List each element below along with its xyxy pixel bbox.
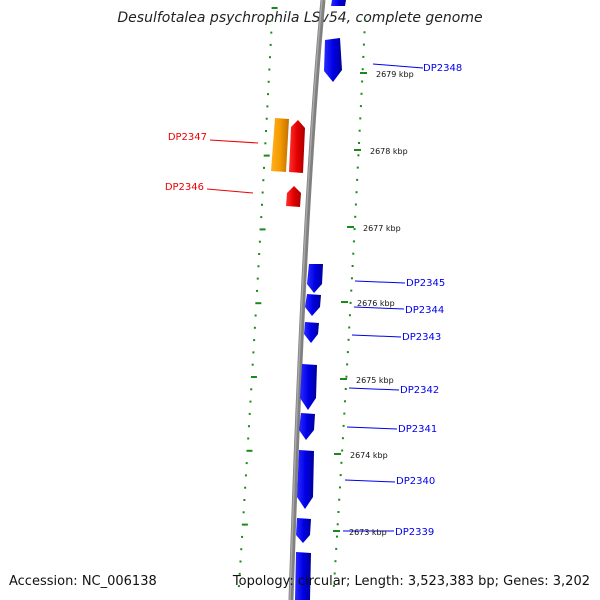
outer-tick-track bbox=[237, 7, 278, 588]
rna-gene-block[interactable] bbox=[271, 118, 289, 172]
gene-arrow[interactable] bbox=[289, 120, 305, 173]
gene-label-dp2339[interactable]: DP2339 bbox=[395, 527, 434, 538]
scale-label: 2677 kbp bbox=[363, 224, 401, 233]
inner-tick-track bbox=[332, 19, 367, 587]
gene-arrow[interactable] bbox=[299, 413, 315, 440]
genome-backbone bbox=[288, 0, 326, 600]
scale-label: 2673 kbp bbox=[349, 528, 387, 537]
gene-arrow[interactable] bbox=[324, 38, 342, 82]
gene-arrow[interactable] bbox=[307, 264, 323, 293]
scale-label: 2676 kbp bbox=[357, 299, 395, 308]
gene-arrow[interactable] bbox=[286, 186, 301, 207]
scale-label: 2675 kbp bbox=[356, 376, 394, 385]
gene-label-dp2345[interactable]: DP2345 bbox=[406, 278, 445, 289]
scale-ticks bbox=[333, 72, 367, 532]
gene-leader-line bbox=[351, 334, 402, 338]
scale-label: 2678 kbp bbox=[370, 147, 408, 156]
gene-label-dp2343[interactable]: DP2343 bbox=[402, 332, 441, 343]
gene-arrow[interactable] bbox=[305, 294, 321, 316]
scale-label: 2674 kbp bbox=[350, 451, 388, 460]
gene-arrow[interactable] bbox=[297, 450, 314, 509]
outer-tick-dots bbox=[237, 7, 278, 588]
reverse-strand-genes bbox=[271, 118, 305, 207]
gene-leader-line bbox=[348, 387, 400, 391]
gene-leader-line bbox=[344, 479, 396, 483]
forward-strand-genes bbox=[295, 0, 346, 600]
topology-text: Topology: circular; Length: 3,523,383 bp… bbox=[232, 574, 590, 589]
gene-leader-line bbox=[353, 306, 405, 310]
gene-leader-line bbox=[372, 63, 424, 69]
gene-arrow[interactable] bbox=[300, 364, 317, 410]
gene-label-dp2342[interactable]: DP2342 bbox=[400, 385, 439, 396]
gene-leaders bbox=[206, 63, 424, 532]
gene-label-dp2346[interactable]: DP2346 bbox=[165, 182, 204, 193]
gene-leader-line bbox=[209, 139, 259, 144]
gene-labels: DP2348 DP2347 DP2346 DP2345 DP2344 DP2343 DP23… bbox=[165, 63, 462, 538]
gene-label-dp2341[interactable]: DP2341 bbox=[398, 424, 437, 435]
gene-leader-line bbox=[346, 426, 398, 430]
gene-label-dp2348[interactable]: DP2348 bbox=[423, 63, 462, 74]
gene-label-dp2347[interactable]: DP2347 bbox=[168, 132, 207, 143]
gene-arrow[interactable] bbox=[296, 518, 311, 543]
scale-labels: 2679 kbp 2678 kbp 2677 kbp 2676 kbp 2675 kbp… bbox=[349, 70, 414, 537]
genome-backbone-highlight bbox=[289, 0, 323, 600]
scale-label: 2679 kbp bbox=[376, 70, 414, 79]
gene-label-dp2340[interactable]: DP2340 bbox=[396, 476, 435, 487]
gene-label-dp2344[interactable]: DP2344 bbox=[405, 305, 444, 316]
inner-tick-dots bbox=[332, 19, 367, 587]
gene-leader-line bbox=[206, 188, 254, 194]
gene-arrow[interactable] bbox=[331, 0, 346, 6]
gene-arrow[interactable] bbox=[295, 552, 311, 600]
gene-leader-line bbox=[354, 280, 406, 284]
gene-arrow[interactable] bbox=[304, 322, 319, 343]
accession-text: Accession: NC_006138 bbox=[9, 574, 157, 589]
map-title: Desulfotalea psychrophila LSv54, complet… bbox=[117, 10, 483, 26]
